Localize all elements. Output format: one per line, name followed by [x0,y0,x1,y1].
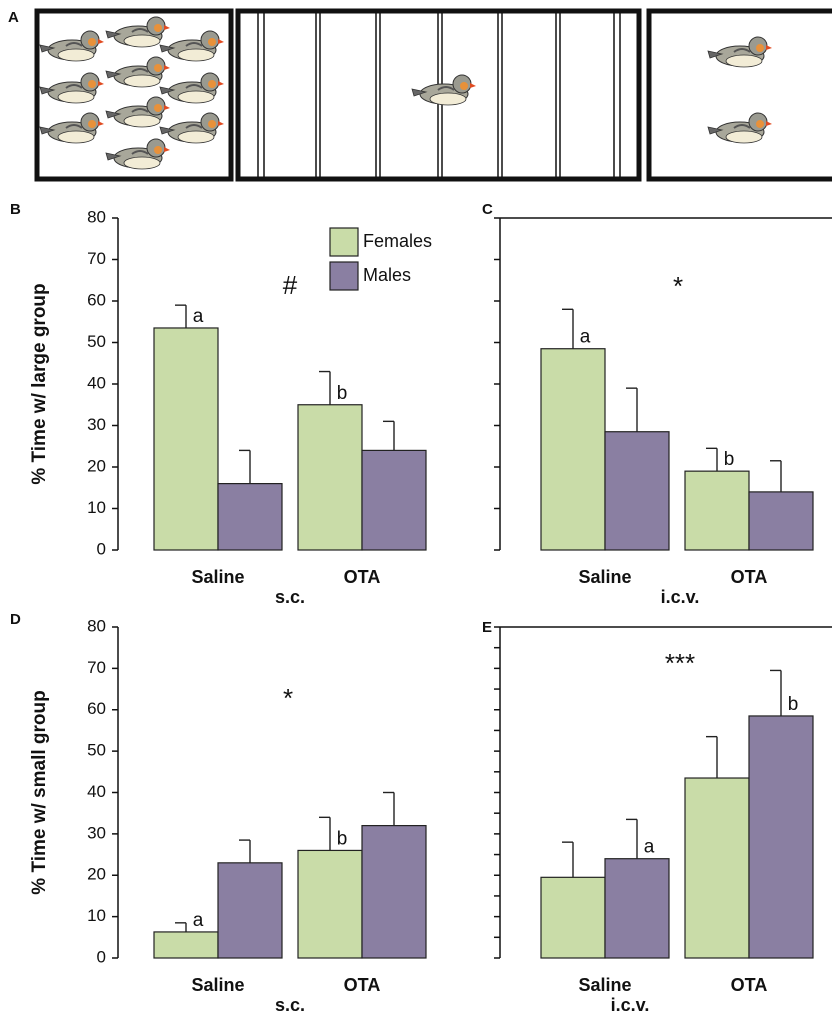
y-tick-label: 70 [87,249,106,268]
x-tick-label: OTA [731,975,768,995]
y-axis-label: % Time w/ small group [29,690,50,894]
annotation: * [673,271,683,301]
group-label: s.c. [275,995,305,1015]
bar [154,932,218,958]
legend-label: Males [363,265,411,285]
group-label: i.c.v. [661,587,700,607]
error-bar [626,388,637,432]
panel-label: A [8,9,19,26]
x-tick-label: OTA [344,567,381,587]
y-tick-label: 30 [87,415,106,434]
error-bar [319,817,330,850]
y-tick-label: 0 [97,947,106,966]
legend-label: Females [363,231,432,251]
legend-swatch [330,228,358,256]
significance-letter: b [337,828,348,849]
bar [218,484,282,550]
error-bar [706,737,717,778]
panel-label: D [10,611,21,628]
annotation: *** [665,648,695,678]
error-bar [383,793,394,826]
birds [40,17,772,169]
bar [218,863,282,958]
error-bar [770,670,781,716]
significance-letter: b [337,383,348,404]
bar [685,778,749,958]
bar [154,328,218,550]
bar [605,859,669,958]
figure: A B 0 10 20 30 40 50 60 70 80 % Time w/ large grou… [0,0,832,1020]
panel-label: C [482,201,493,218]
error-bar [319,372,330,405]
error-bar [383,421,394,450]
x-tick-label: Saline [578,567,631,587]
y-tick-label: 10 [87,498,106,517]
error-bar [562,842,573,877]
y-tick-label: 30 [87,823,106,842]
error-bar [770,461,781,492]
bar [685,471,749,550]
y-tick-label: 50 [87,332,106,351]
error-bar [626,819,637,858]
group-label: i.c.v. [611,995,650,1015]
annotation: * [283,683,293,713]
y-tick-label: 60 [87,290,106,309]
significance-letter: a [193,306,204,327]
bar [749,716,813,958]
y-axis-label: % Time w/ large group [29,283,50,484]
bar [362,826,426,958]
significance-letter: b [724,449,735,470]
x-tick-label: Saline [191,975,244,995]
bar [541,877,605,958]
bar [298,405,362,550]
y-tick-label: 0 [97,539,106,558]
significance-letter: a [193,910,204,931]
panel-label: B [10,201,21,218]
y-tick-label: 40 [87,373,106,392]
y-tick-label: 40 [87,782,106,801]
error-bar [239,840,250,863]
error-bar [175,923,186,932]
legend-swatch [330,262,358,290]
y-tick-label: 60 [87,699,106,718]
significance-letter: a [580,327,591,348]
x-tick-label: Saline [191,567,244,587]
bar [541,349,605,550]
bar [605,432,669,550]
x-tick-label: OTA [731,567,768,587]
y-tick-label: 20 [87,865,106,884]
group-label: s.c. [275,587,305,607]
x-tick-label: Saline [578,975,631,995]
error-bar [175,305,186,328]
annotation: # [283,270,298,300]
y-tick-label: 80 [87,207,106,226]
y-tick-label: 80 [87,616,106,635]
x-tick-label: OTA [344,975,381,995]
bar [749,492,813,550]
significance-letter: a [644,837,655,858]
bar [298,850,362,958]
y-tick-label: 20 [87,456,106,475]
error-bar [706,448,717,471]
y-tick-label: 10 [87,906,106,925]
panel-label: E [482,619,492,636]
error-bar [562,309,573,348]
error-bar [239,450,250,483]
y-tick-label: 70 [87,658,106,677]
bar [362,450,426,550]
y-tick-label: 50 [87,741,106,760]
significance-letter: b [788,694,799,715]
